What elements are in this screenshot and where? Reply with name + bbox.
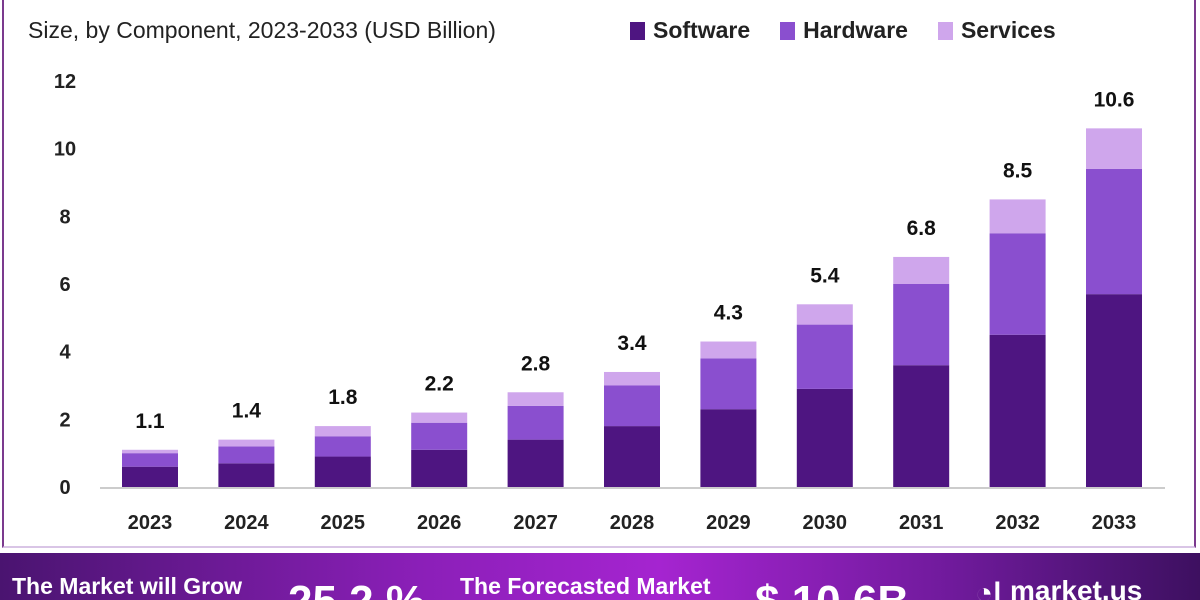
legend: Software Hardware Services — [630, 17, 1056, 44]
bar-segment-services — [1086, 128, 1142, 169]
brand-name: market.us — [1010, 575, 1143, 600]
bar-chart: 0 2 4 6 8 10 12 1.1 2023 1.4 2024 1.8 2025 2.2 2026 2.8… — [54, 71, 1165, 534]
x-tick-label: 2033 — [1092, 512, 1137, 534]
x-tick-label: 2028 — [610, 512, 655, 534]
y-tick-label: 0 — [59, 477, 70, 499]
bar-segment-software — [700, 409, 757, 487]
data-label: 1.8 — [328, 386, 358, 409]
market-us-logo-icon: ◔| — [975, 577, 1002, 600]
bar-segment-hardware — [796, 324, 853, 389]
legend-item-hardware: Hardware — [780, 17, 908, 44]
bar-segment-software — [604, 426, 660, 487]
x-tick-label: 2031 — [899, 512, 944, 534]
bar-segment-hardware — [122, 453, 178, 467]
x-tick-label: 2024 — [224, 512, 269, 534]
bar-segment-services — [700, 341, 757, 359]
bar-segment-services — [893, 256, 950, 284]
bar-segment-services — [314, 426, 371, 437]
data-label: 4.3 — [714, 302, 743, 325]
data-label: 3.4 — [617, 332, 647, 355]
bar-segment-services — [604, 371, 660, 386]
bar-segment-software — [411, 449, 468, 487]
bar-segment-hardware — [700, 358, 757, 410]
bar-segment-services — [507, 392, 564, 406]
x-tick-label: 2030 — [803, 512, 848, 534]
y-tick-label: 10 — [54, 139, 76, 161]
legend-swatch-services — [937, 21, 953, 40]
bar-segment-hardware — [893, 284, 950, 366]
forecast-value: $ 10.6B — [755, 577, 909, 600]
x-tick-label: 2029 — [706, 512, 751, 534]
bar-segment-services — [218, 439, 275, 447]
y-tick-label: 2 — [59, 409, 70, 431]
bar-segment-software — [989, 334, 1046, 487]
x-tick-label: 2025 — [321, 512, 366, 534]
x-tick-label: 2032 — [995, 512, 1040, 534]
bar-segment-software — [314, 456, 371, 487]
legend-item-services: Services — [937, 17, 1056, 44]
bar-segment-hardware — [1086, 168, 1142, 295]
grow-label: The Market will Grow — [12, 573, 243, 599]
legend-swatch-software — [630, 21, 645, 40]
data-label: 10.6 — [1094, 88, 1135, 111]
legend-label: Software — [653, 17, 751, 43]
chart-frame — [2, 0, 1196, 548]
data-label: 2.8 — [521, 352, 551, 375]
y-tick-label: 4 — [59, 342, 71, 364]
bar-segment-software — [218, 463, 275, 487]
bar-segment-services — [989, 199, 1046, 234]
bar-segment-hardware — [604, 385, 660, 427]
legend-swatch-hardware — [780, 21, 796, 40]
summary-banner: The Market will Grow 25.2 % The Forecast… — [0, 553, 1200, 600]
data-label: 6.8 — [907, 217, 937, 240]
forecast-label: The Forecasted Market — [460, 573, 711, 599]
data-label: 8.5 — [1003, 159, 1033, 182]
y-tick-label: 6 — [59, 274, 70, 296]
bar-segment-hardware — [989, 233, 1046, 335]
x-tick-label: 2026 — [417, 512, 462, 534]
legend-item-software: Software — [630, 17, 750, 44]
bar-segment-hardware — [507, 405, 564, 440]
x-tick-label: 2023 — [128, 512, 173, 534]
bar-segment-software — [893, 365, 950, 487]
bar-segment-hardware — [411, 422, 468, 450]
bar-segment-hardware — [218, 446, 275, 464]
data-label: 5.4 — [810, 264, 840, 287]
data-label: 1.4 — [232, 400, 262, 423]
chart-subtitle: Size, by Component, 2023-2033 (USD Billi… — [28, 17, 496, 43]
cagr-value: 25.2 % — [288, 577, 425, 600]
legend-label: Services — [960, 17, 1056, 43]
bar-segment-software — [507, 439, 564, 487]
data-label: 1.1 — [135, 410, 165, 433]
bar-segment-software — [796, 388, 853, 487]
bar-segment-services — [411, 412, 468, 423]
y-tick-label: 8 — [59, 206, 70, 228]
bar-segment-services — [122, 449, 178, 454]
y-tick-label: 12 — [54, 71, 76, 93]
bar-segment-hardware — [314, 436, 371, 457]
legend-label: Hardware — [803, 17, 908, 43]
data-label: 2.2 — [425, 373, 454, 396]
bar-segment-software — [1086, 294, 1142, 487]
x-tick-label: 2027 — [513, 512, 558, 534]
bar-segment-services — [796, 304, 853, 325]
bar-segment-software — [122, 466, 178, 487]
